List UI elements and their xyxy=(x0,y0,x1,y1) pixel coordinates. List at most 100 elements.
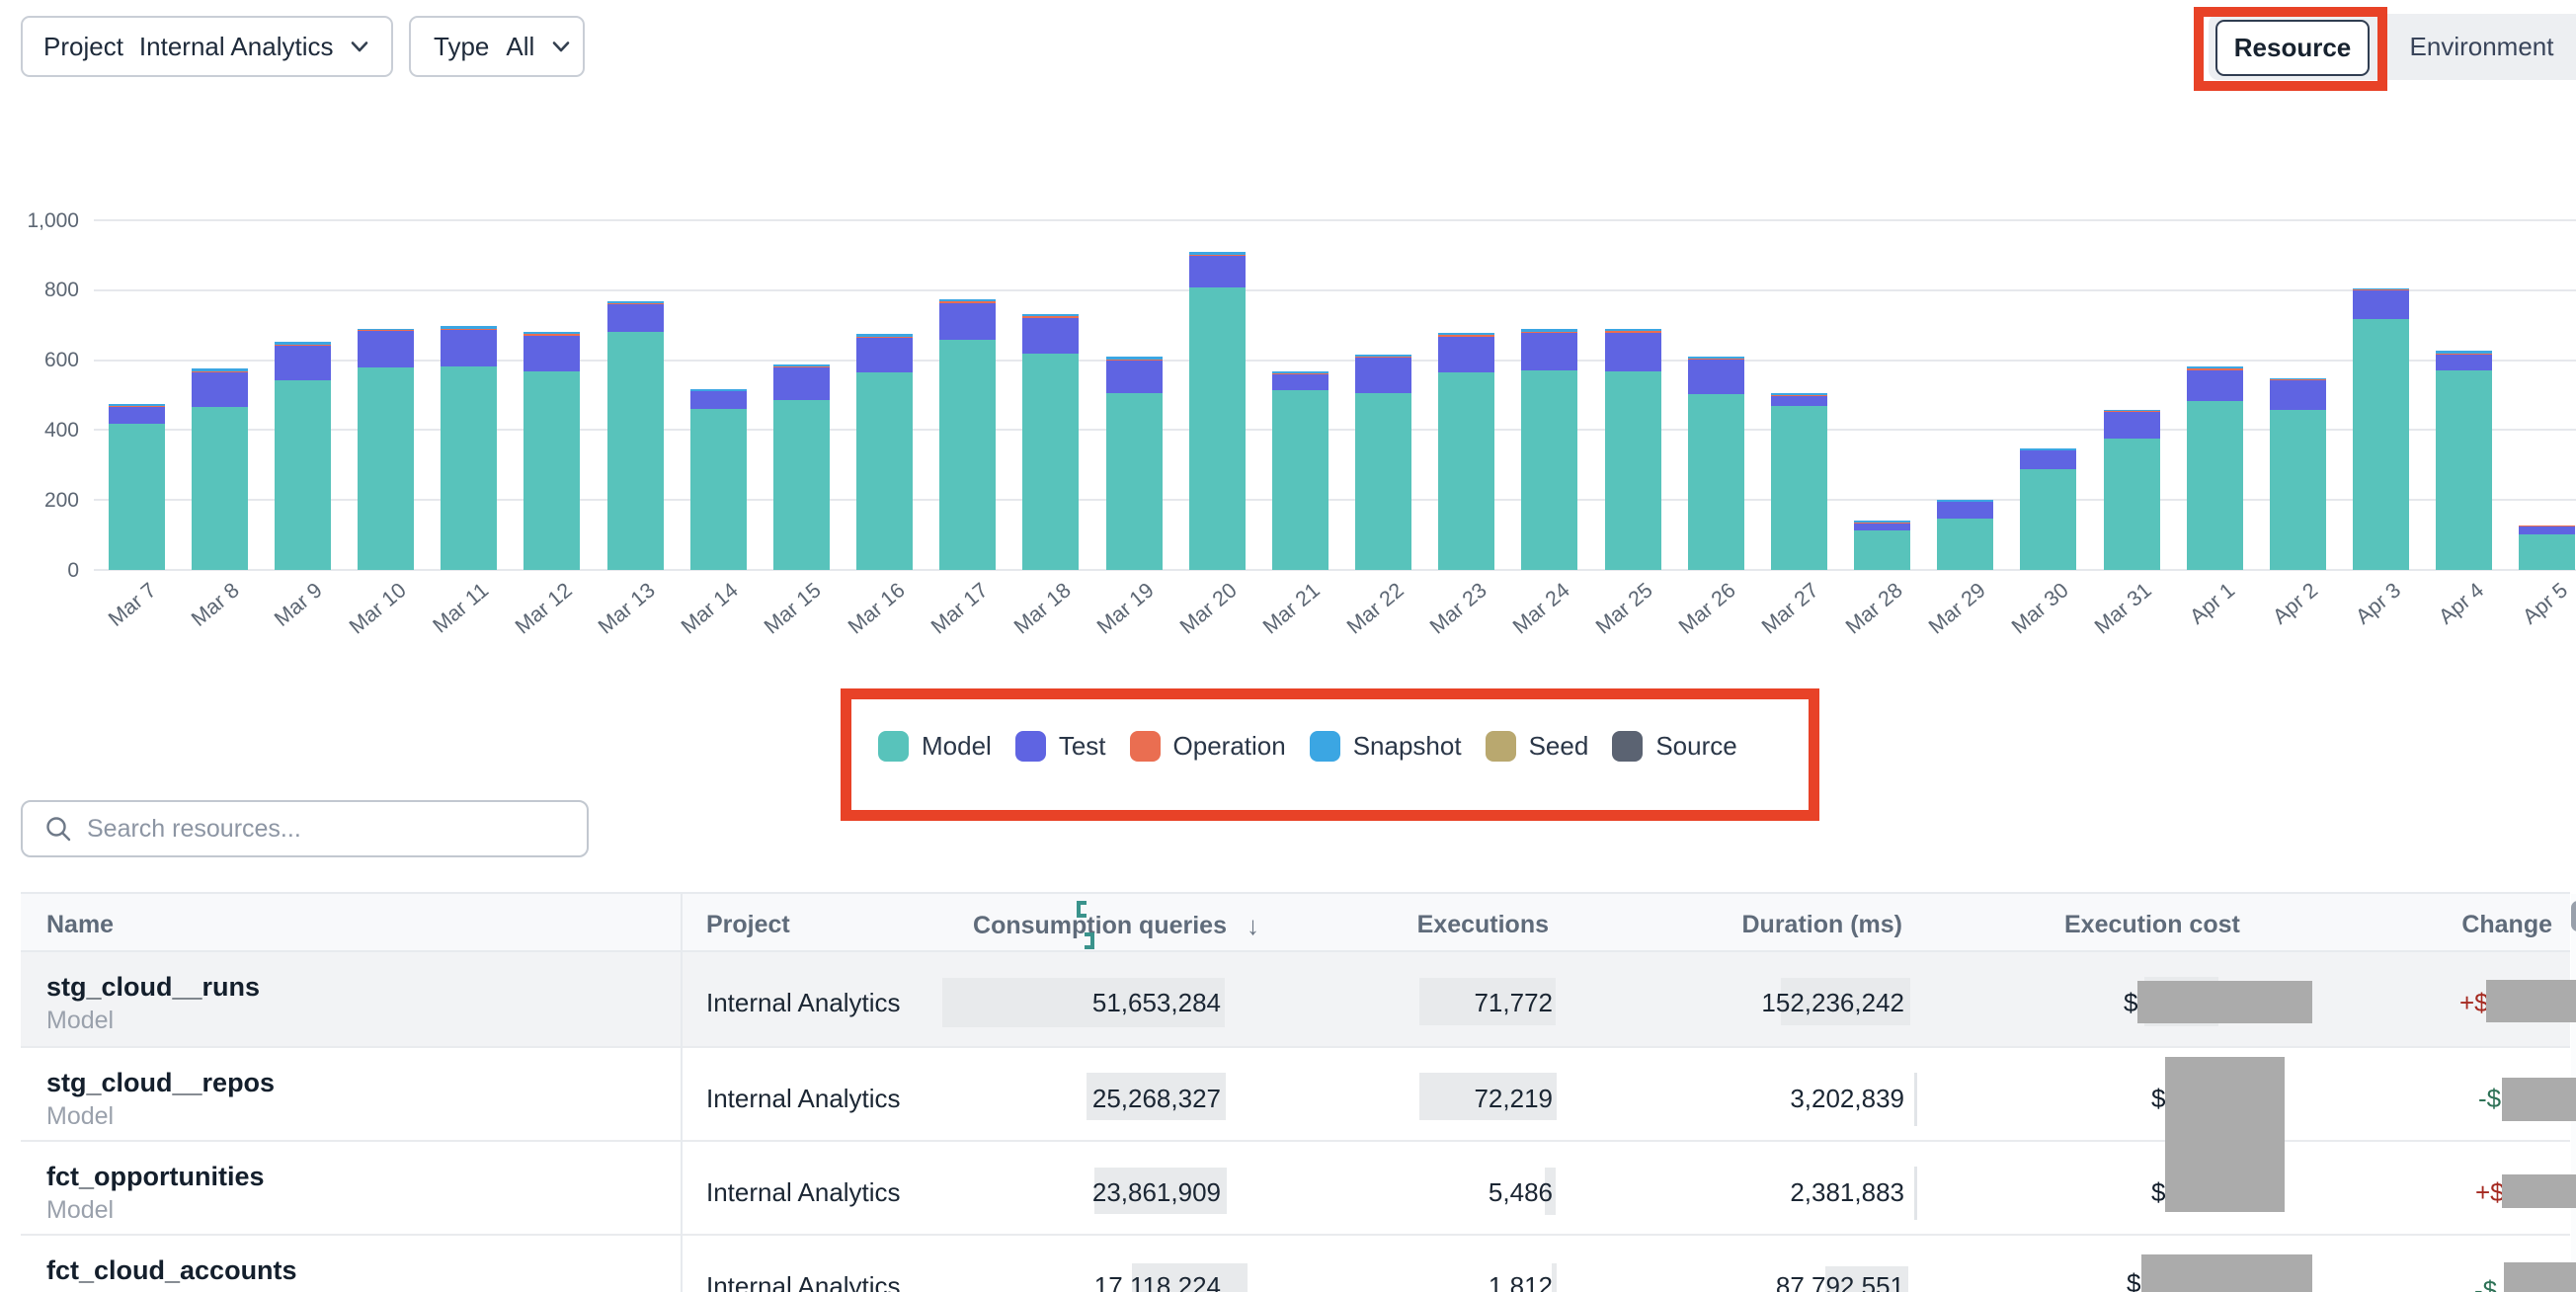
x-axis-tick-label: Mar 10 xyxy=(344,578,411,639)
bar-mar-21[interactable] xyxy=(1271,370,1328,570)
bar-segment-snapshot xyxy=(441,325,498,329)
project-filter-label: Project xyxy=(43,31,123,61)
bar-segment-operation xyxy=(1105,359,1163,362)
table-row[interactable]: fct_cloud_accounts Internal Analytics 17… xyxy=(21,1236,2576,1292)
bar-mar-17[interactable] xyxy=(939,298,997,570)
bar-segment-model xyxy=(1687,393,1744,570)
legend-item-source[interactable]: Source xyxy=(1612,730,1737,762)
cell-executions: 71,772 xyxy=(1474,988,1553,1017)
bar-segment-operation xyxy=(191,370,248,372)
search-input[interactable] xyxy=(87,814,561,844)
x-axis-tick-label: Apr 5 xyxy=(2517,578,2572,629)
bar-mar-15[interactable] xyxy=(772,364,830,570)
bar-mar-10[interactable] xyxy=(358,328,414,570)
legend-item-operation[interactable]: Operation xyxy=(1129,730,1286,762)
bar-apr-5[interactable] xyxy=(2519,525,2576,570)
bar-mar-20[interactable] xyxy=(1188,251,1246,570)
bar-segment-model xyxy=(191,407,248,570)
bar-mar-23[interactable] xyxy=(1438,332,1495,570)
table-row[interactable]: stg_cloud__runs Model Internal Analytics… xyxy=(21,952,2576,1048)
bar-mar-13[interactable] xyxy=(606,300,664,570)
bar-segment-operation xyxy=(2020,449,2077,451)
column-header-change[interactable]: Change xyxy=(2461,911,2552,938)
highlight-box xyxy=(1825,1266,1908,1292)
bar-mar-16[interactable] xyxy=(856,334,914,570)
bar-mar-26[interactable] xyxy=(1687,357,1744,570)
table-row[interactable]: fct_opportunities Model Internal Analyti… xyxy=(21,1142,2576,1236)
bar-mar-7[interactable] xyxy=(108,404,165,570)
bar-mar-25[interactable] xyxy=(1604,329,1661,570)
legend-item-test[interactable]: Test xyxy=(1014,730,1106,762)
bar-apr-4[interactable] xyxy=(2436,351,2493,570)
column-header-execution-cost[interactable]: Execution cost xyxy=(2064,911,2240,938)
bar-mar-18[interactable] xyxy=(1022,313,1080,570)
bar-segment-model xyxy=(772,400,830,570)
x-axis-tick-label: Mar 28 xyxy=(1840,578,1907,639)
bar-segment-model xyxy=(939,339,997,570)
bar-segment-test xyxy=(856,337,914,372)
bar-segment-snapshot xyxy=(1355,354,1412,357)
bar-segment-test xyxy=(606,304,664,332)
cell-executions: 1,812 xyxy=(1488,1271,1553,1292)
tab-environment[interactable]: Environment xyxy=(2387,14,2576,80)
column-header-project[interactable]: Project xyxy=(706,911,790,938)
bar-mar-27[interactable] xyxy=(1770,393,1827,570)
bar-segment-snapshot xyxy=(2436,351,2493,354)
resource-name[interactable]: stg_cloud__repos xyxy=(46,1068,276,1097)
bar-segment-test xyxy=(2103,412,2160,440)
bar-apr-1[interactable] xyxy=(2186,366,2243,570)
bar-mar-11[interactable] xyxy=(441,325,498,570)
legend-item-snapshot[interactable]: Snapshot xyxy=(1309,730,1462,762)
highlight-box xyxy=(1132,1263,1248,1292)
type-filter-dropdown[interactable]: Type All xyxy=(409,16,585,77)
column-header-name[interactable]: Name xyxy=(46,911,115,938)
bar-mar-19[interactable] xyxy=(1105,357,1163,570)
resource-name[interactable]: fct_opportunities xyxy=(46,1162,265,1191)
cell-change: +$ xyxy=(2475,1177,2505,1207)
column-header-consumption-queries[interactable]: Consumption queries ↓ xyxy=(973,911,1259,941)
bar-segment-snapshot xyxy=(2353,288,2410,290)
search-box[interactable] xyxy=(21,800,589,857)
bar-segment-model xyxy=(1521,369,1578,570)
chevron-down-icon xyxy=(550,36,572,57)
x-axis-tick-label: Mar 12 xyxy=(510,578,577,639)
bar-mar-14[interactable] xyxy=(689,389,747,570)
y-axis-tick-label: 200 xyxy=(43,488,79,512)
x-axis-tick-label: Mar 15 xyxy=(760,578,827,639)
bar-mar-22[interactable] xyxy=(1355,354,1412,570)
legend-swatch-source xyxy=(1612,730,1644,762)
bar-mar-12[interactable] xyxy=(523,331,581,570)
cell-duration: 3,202,839 xyxy=(1790,1084,1904,1113)
bar-mar-28[interactable] xyxy=(1854,521,1911,570)
scrollbar-thumb[interactable] xyxy=(2571,901,2576,931)
bar-segment-operation xyxy=(358,330,414,332)
column-header-duration[interactable]: Duration (ms) xyxy=(1741,911,1903,938)
highlight-box xyxy=(1087,1073,1226,1120)
type-filter-label: Type xyxy=(434,31,490,61)
tab-resource[interactable]: Resource xyxy=(2215,20,2370,76)
bar-mar-24[interactable] xyxy=(1521,329,1578,570)
bar-segment-snapshot xyxy=(1271,370,1328,373)
bar-mar-9[interactable] xyxy=(274,341,331,570)
legend-label: Operation xyxy=(1172,730,1286,761)
row-separator xyxy=(21,1234,2570,1236)
y-axis-tick-label: 800 xyxy=(43,279,79,302)
bar-segment-snapshot xyxy=(2103,409,2160,412)
project-filter-dropdown[interactable]: Project Internal Analytics xyxy=(21,16,393,77)
table-row[interactable]: stg_cloud__repos Model Internal Analytic… xyxy=(21,1048,2576,1212)
bar-segment-test xyxy=(108,407,165,425)
bar-apr-2[interactable] xyxy=(2269,378,2326,570)
cell-duration: 87,792,551 xyxy=(1775,1271,1904,1292)
bar-segment-operation xyxy=(523,334,581,336)
bar-mar-31[interactable] xyxy=(2103,409,2160,570)
bar-segment-test xyxy=(274,346,331,380)
column-header-executions[interactable]: Executions xyxy=(1416,911,1549,938)
resource-name[interactable]: stg_cloud__runs xyxy=(46,972,261,1002)
legend-item-seed[interactable]: Seed xyxy=(1485,730,1588,762)
bar-apr-3[interactable] xyxy=(2353,288,2410,570)
legend-item-model[interactable]: Model xyxy=(878,730,992,762)
bar-mar-29[interactable] xyxy=(1937,500,1994,570)
bar-mar-8[interactable] xyxy=(191,368,248,570)
bar-mar-30[interactable] xyxy=(2020,448,2077,570)
resource-name[interactable]: fct_cloud_accounts xyxy=(46,1255,297,1285)
